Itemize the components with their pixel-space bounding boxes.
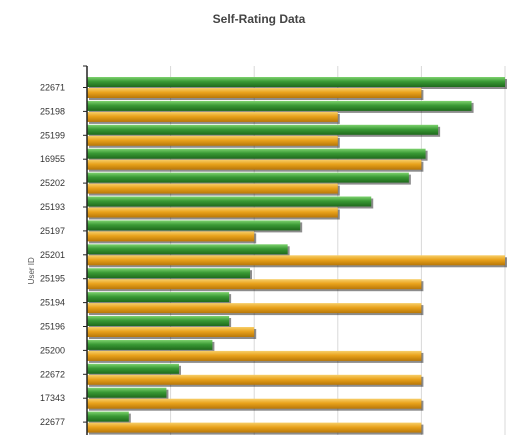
- bar-series-2: [87, 374, 422, 385]
- y-tick-label: 25195: [40, 274, 65, 284]
- y-tick-label: 25199: [40, 130, 65, 140]
- bar-series-1: [87, 172, 409, 183]
- bar-series-2: [87, 135, 338, 146]
- bar-series-1: [87, 387, 167, 398]
- bar-series-2: [87, 207, 338, 218]
- y-axis: 22671 25198 25199 16955 25202 25193 25197 25201…: [40, 65, 88, 435]
- y-tick-label: 22671: [40, 83, 65, 93]
- bar-series-1: [87, 339, 213, 350]
- bar-series-2: [87, 350, 422, 361]
- bar-series-2: [87, 279, 422, 290]
- bar-series-2: [87, 327, 255, 337]
- bar-series-2: [87, 422, 422, 433]
- bars-group: [87, 77, 507, 435]
- y-tick-label: 25193: [40, 202, 65, 212]
- y-tick-label: 22677: [40, 417, 65, 427]
- y-tick-label: 25198: [40, 106, 65, 116]
- y-tick-label: 16955: [40, 154, 65, 164]
- y-tick-label: 22672: [40, 369, 65, 379]
- bar-series-1: [87, 363, 179, 374]
- bar-series-1: [87, 268, 251, 279]
- bar-series-1: [87, 196, 372, 207]
- bar-series-1: [87, 148, 426, 159]
- bar-series-2: [87, 159, 422, 170]
- y-tick-label: 25196: [40, 322, 65, 332]
- y-tick-label: 25202: [40, 178, 65, 188]
- bar-series-1: [87, 77, 505, 87]
- bar-series-1: [87, 316, 230, 326]
- bar-series-1: [87, 292, 230, 303]
- bar-series-1: [87, 220, 301, 231]
- bar-series-2: [87, 183, 338, 194]
- y-tick-label: 25197: [40, 226, 65, 236]
- bar-series-1: [87, 124, 439, 135]
- bar-series-2: [87, 398, 422, 409]
- y-tick-label: 25194: [40, 298, 65, 308]
- bar-series-2: [87, 88, 422, 98]
- bar-series-2: [87, 231, 255, 242]
- bar-series-2: [87, 255, 505, 266]
- bar-series-1: [87, 411, 129, 422]
- bar-series-1: [87, 244, 288, 255]
- y-tick-label: 25201: [40, 250, 65, 260]
- bar-series-2: [87, 303, 422, 314]
- bar-series-2: [87, 111, 338, 122]
- bar-series-1: [87, 100, 472, 111]
- chart-title: Self-Rating Data: [212, 12, 306, 26]
- y-tick-label: 25200: [40, 345, 65, 355]
- y-tick-label: 17343: [40, 393, 65, 403]
- y-axis-label: User ID: [27, 257, 36, 284]
